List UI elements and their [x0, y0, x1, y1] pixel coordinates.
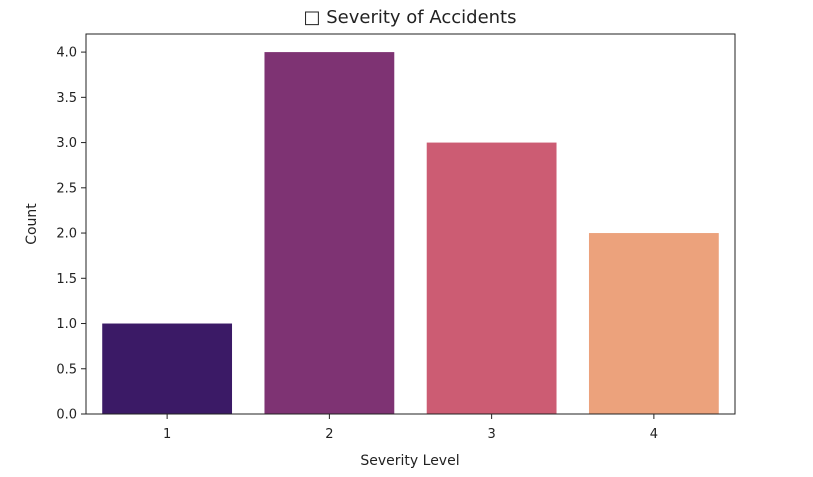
y-tick-label: 1.5 [56, 272, 77, 287]
x-tick-label: 3 [487, 427, 495, 442]
bars-group [102, 52, 719, 415]
y-tick-label: 2.0 [56, 227, 77, 242]
y-tick-label: 3.5 [56, 91, 77, 106]
y-tick-label: 3.0 [56, 136, 77, 151]
bar-severity-4 [588, 233, 719, 414]
y-tick-label: 1.0 [56, 317, 77, 332]
x-tick-label: 1 [163, 427, 171, 442]
y-axis-label: Count [24, 203, 40, 245]
y-tick-label: 0.5 [56, 362, 77, 377]
y-tick-label: 4.0 [56, 46, 77, 61]
chart-title: □ Severity of Accidents [304, 7, 517, 28]
x-axis-label: Severity Level [360, 453, 459, 469]
plot-frame [85, 33, 736, 415]
bar-severity-2 [264, 52, 395, 414]
bar-severity-1 [102, 323, 233, 414]
bar-severity-3 [426, 142, 557, 415]
x-tick-label: 2 [325, 427, 333, 442]
y-tick-label: 2.5 [56, 181, 77, 196]
y-tick-label: 0.0 [56, 408, 77, 423]
y-axis-ticks: 0.0 0.5 1.0 1.5 2.0 2.5 3.0 3.5 4.0 [56, 46, 86, 423]
x-axis-ticks: 1 2 3 4 [163, 414, 658, 442]
x-tick-label: 4 [650, 427, 658, 442]
